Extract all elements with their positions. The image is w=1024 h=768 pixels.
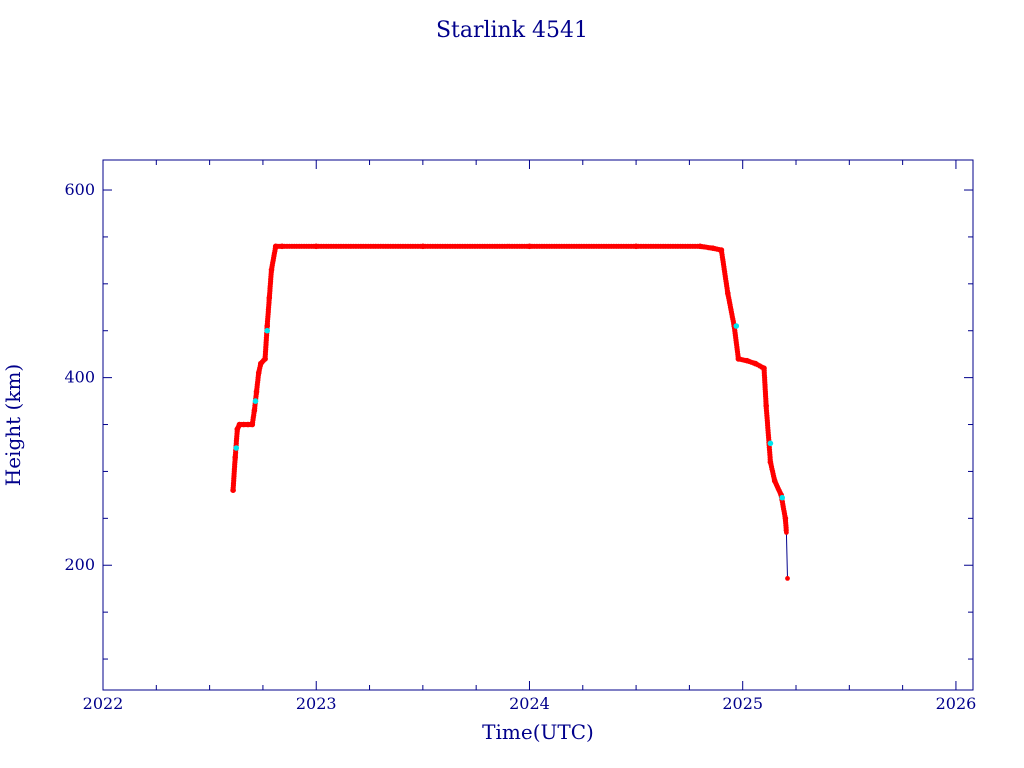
series-markers bbox=[230, 243, 790, 581]
data-point bbox=[744, 357, 750, 364]
series-line bbox=[232, 245, 788, 579]
series-layer bbox=[230, 243, 790, 581]
y-axis-label: Height (km) bbox=[1, 364, 25, 486]
data-point bbox=[230, 487, 236, 494]
highlight-point bbox=[767, 440, 774, 447]
data-point bbox=[251, 407, 258, 414]
data-point bbox=[245, 421, 251, 428]
highlight-point bbox=[252, 398, 259, 404]
data-point bbox=[718, 247, 725, 253]
x-tick-label: 2022 bbox=[83, 694, 124, 713]
data-point bbox=[767, 459, 774, 465]
data-point bbox=[771, 478, 778, 484]
data-point bbox=[234, 426, 241, 433]
data-point bbox=[253, 388, 260, 395]
data-point bbox=[258, 360, 264, 367]
data-point bbox=[266, 295, 273, 301]
data-point bbox=[526, 243, 533, 250]
highlight-points bbox=[233, 323, 785, 501]
data-point bbox=[710, 245, 716, 251]
data-point bbox=[763, 403, 769, 409]
data-point bbox=[785, 576, 790, 581]
plot-frame bbox=[102, 159, 974, 691]
data-point bbox=[264, 323, 271, 329]
y-tick-label: 200 bbox=[64, 555, 95, 574]
x-tick-label: 2024 bbox=[509, 694, 550, 713]
data-point bbox=[255, 370, 262, 376]
y-tick-label: 600 bbox=[64, 180, 95, 199]
data-point bbox=[784, 530, 789, 535]
data-point bbox=[782, 515, 789, 522]
x-tick-label: 2023 bbox=[296, 694, 337, 713]
highlight-point bbox=[264, 327, 271, 334]
data-point bbox=[633, 243, 639, 250]
data-point bbox=[232, 454, 238, 461]
axis-ticks bbox=[102, 160, 973, 690]
x-axis-label: Time(UTC) bbox=[482, 720, 594, 744]
data-point bbox=[249, 421, 256, 428]
data-point bbox=[236, 421, 243, 428]
chart-title: Starlink 4541 bbox=[436, 18, 588, 43]
data-point bbox=[240, 421, 247, 428]
data-point bbox=[697, 243, 703, 250]
data-point bbox=[262, 356, 268, 362]
data-point bbox=[313, 243, 320, 250]
data-point bbox=[279, 243, 285, 250]
y-tick-label: 400 bbox=[64, 368, 95, 387]
data-point bbox=[272, 243, 279, 250]
highlight-point bbox=[779, 494, 785, 501]
data-point bbox=[761, 365, 767, 372]
data-point bbox=[735, 356, 742, 362]
data-point bbox=[420, 243, 426, 250]
data-point bbox=[268, 267, 275, 273]
x-tick-label: 2025 bbox=[722, 694, 763, 713]
highlight-point bbox=[233, 445, 240, 451]
highlight-point bbox=[733, 323, 740, 329]
data-point bbox=[752, 360, 759, 367]
axis-tick-labels: 2022 2023 2024 2025 2026 200 400 600 bbox=[64, 180, 976, 713]
x-tick-label: 2026 bbox=[936, 694, 977, 713]
data-point bbox=[725, 290, 731, 297]
